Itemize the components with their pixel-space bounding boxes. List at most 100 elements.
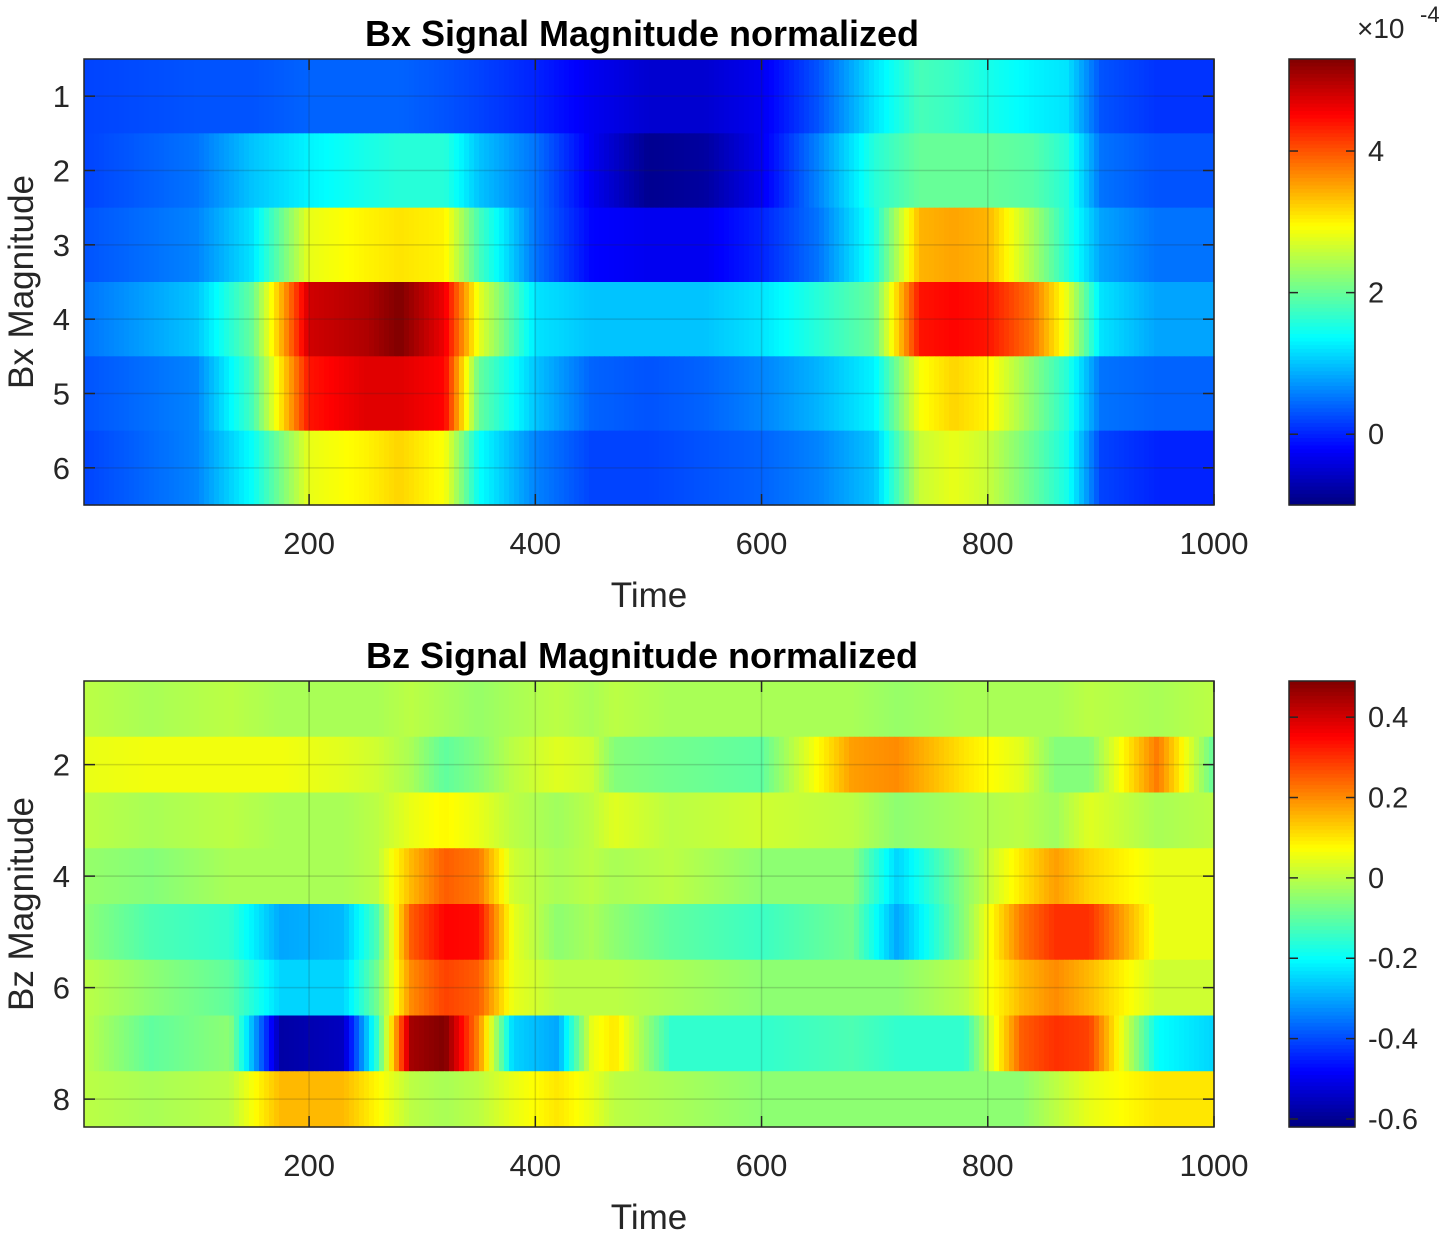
bx-cell xyxy=(1034,430,1040,506)
bx-cell xyxy=(319,430,325,506)
bz-cell xyxy=(484,904,490,961)
bx-cell xyxy=(1169,282,1175,357)
bx-cell xyxy=(279,430,285,506)
bz-cell xyxy=(749,904,755,961)
bx-cell xyxy=(94,356,100,432)
bz-cell xyxy=(649,959,655,1017)
bz-cell xyxy=(139,1015,145,1072)
bx-cell xyxy=(1104,430,1110,506)
bz-cell xyxy=(734,848,740,905)
bz-cell xyxy=(1019,848,1025,905)
bz-cell xyxy=(1184,904,1190,961)
bx-cell xyxy=(1034,356,1040,432)
bx-cell xyxy=(674,207,680,283)
bz-cell xyxy=(524,1015,530,1072)
bx-cell xyxy=(884,430,890,506)
bx-cell xyxy=(379,356,385,432)
bx-cell xyxy=(409,59,415,134)
bx-cell xyxy=(139,207,145,283)
bz-cell xyxy=(1089,1015,1095,1072)
bx-cell xyxy=(709,207,715,283)
bz-cell xyxy=(534,904,540,961)
bz-cell xyxy=(189,848,195,905)
bz-cell xyxy=(304,736,310,794)
bx-cell xyxy=(1189,282,1195,357)
bx-cell xyxy=(1139,356,1145,432)
bz-cell xyxy=(94,959,100,1017)
bx-colorbar-segment xyxy=(1289,445,1355,450)
bz-cell xyxy=(654,792,660,849)
bz-cell xyxy=(329,681,335,738)
bx-cell xyxy=(194,59,200,134)
bz-cell xyxy=(739,959,745,1017)
bx-cell xyxy=(1144,207,1150,283)
bx-cell xyxy=(1109,59,1115,134)
bx-cell xyxy=(864,356,870,432)
bx-cell xyxy=(224,356,230,432)
bx-cell xyxy=(669,356,675,432)
bx-colorbar-segment xyxy=(1289,304,1355,309)
bx-colorbar-segment xyxy=(1289,59,1355,64)
bz-cell xyxy=(794,1071,800,1128)
bz-cell xyxy=(154,1071,160,1128)
bz-cell xyxy=(739,1015,745,1072)
bz-cell xyxy=(274,792,280,849)
bz-cell xyxy=(749,1071,755,1128)
bz-cell xyxy=(1074,904,1080,961)
bx-cell xyxy=(249,282,255,357)
bz-colorbar-segment xyxy=(1289,829,1355,834)
bx-cell xyxy=(454,282,460,357)
bx-cell xyxy=(944,207,950,283)
bx-cell xyxy=(319,133,325,209)
bz-cell xyxy=(449,904,455,961)
bx-cell xyxy=(894,356,900,432)
bx-cell xyxy=(884,133,890,209)
bz-cell xyxy=(869,1015,875,1072)
bz-colorbar-segment xyxy=(1289,681,1355,686)
bx-cell xyxy=(914,282,920,357)
bz-cell xyxy=(589,959,595,1017)
bz-cell xyxy=(764,792,770,849)
bz-cell xyxy=(419,792,425,849)
bz-cell xyxy=(209,1015,215,1072)
bx-cell xyxy=(534,207,540,283)
bx-cell xyxy=(119,59,125,134)
bx-cell xyxy=(1089,282,1095,357)
bx-cell xyxy=(684,430,690,506)
bx-cell xyxy=(784,133,790,209)
bz-colorbar-segment xyxy=(1289,788,1355,794)
bx-colorbar-segment xyxy=(1289,151,1355,157)
bz-cell xyxy=(809,848,815,905)
bx-cell xyxy=(574,207,580,283)
bx-cell xyxy=(909,207,915,283)
bx-cell xyxy=(654,133,660,209)
bx-chart-title: Bx Signal Magnitude normalized xyxy=(365,13,919,54)
bz-cell xyxy=(214,1071,220,1128)
bz-cell xyxy=(264,792,270,849)
bx-cell xyxy=(864,59,870,134)
bz-cell xyxy=(804,1071,810,1128)
bx-cell xyxy=(339,207,345,283)
bx-cell xyxy=(219,133,225,209)
bz-cell xyxy=(294,959,300,1017)
bx-cell xyxy=(584,133,590,209)
bx-colorbar-segment xyxy=(1289,92,1355,97)
bz-cell xyxy=(924,792,930,849)
bz-cell xyxy=(1144,681,1150,738)
bz-cell xyxy=(1154,959,1160,1017)
bz-cell xyxy=(904,848,910,905)
bz-colorbar-segment xyxy=(1289,684,1355,690)
bz-cell xyxy=(759,959,765,1017)
bz-cell xyxy=(1099,959,1105,1017)
bz-cell xyxy=(549,736,555,794)
bx-cell xyxy=(504,430,510,506)
bz-cell xyxy=(434,848,440,905)
bz-cell xyxy=(349,904,355,961)
bz-cell xyxy=(889,904,895,961)
bx-cell xyxy=(924,356,930,432)
bx-cell xyxy=(774,282,780,357)
bx-cell xyxy=(354,282,360,357)
bx-cell xyxy=(189,59,195,134)
bz-cell xyxy=(1004,681,1010,738)
